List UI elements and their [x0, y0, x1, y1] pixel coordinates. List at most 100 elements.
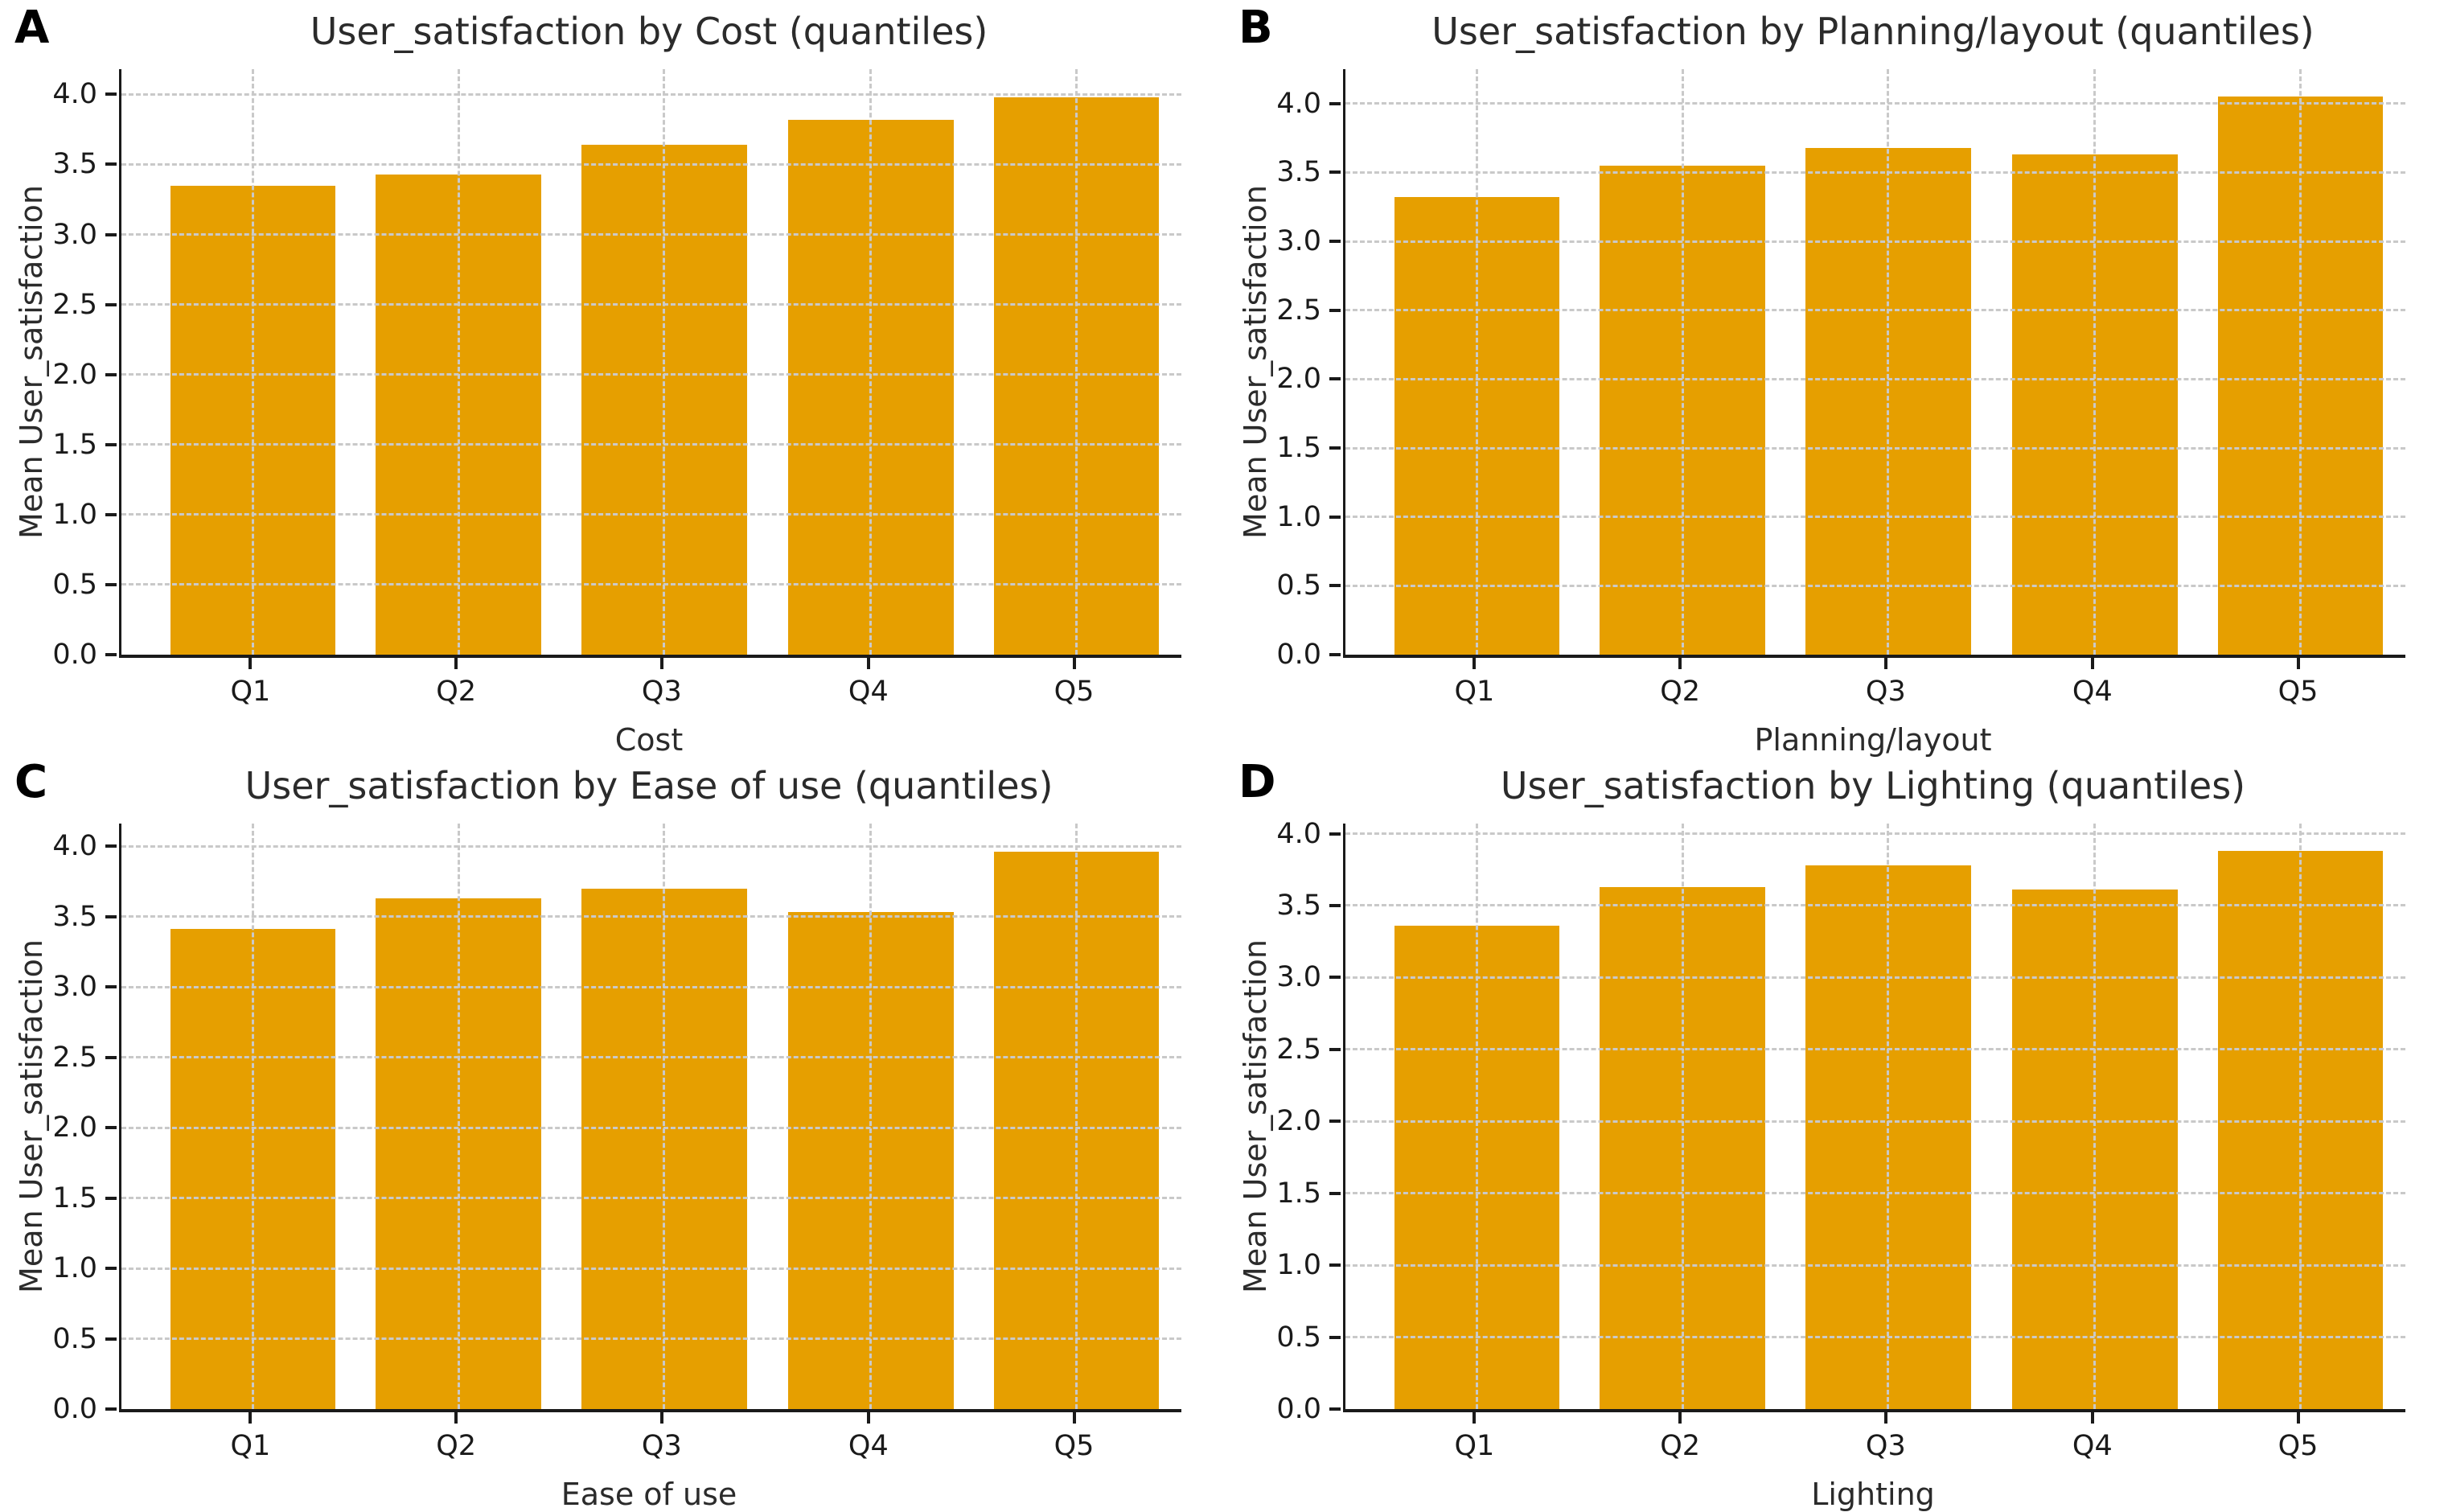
y-tick-label: 2.5 [52, 1041, 97, 1074]
y-tick-label: 0.0 [1276, 1393, 1321, 1425]
gridline-v-q4 [869, 824, 873, 1409]
y-tick-label: 1.5 [1276, 432, 1321, 465]
x-axis-label: Cost [614, 722, 684, 758]
gridline-v-q5 [2299, 824, 2302, 1409]
x-tick-label: Q1 [230, 1430, 271, 1462]
y-tick-mark [1329, 240, 1341, 244]
y-tick-mark [1329, 377, 1341, 381]
x-tick-mark [1678, 658, 1682, 669]
x-tick-mark [1472, 1412, 1477, 1424]
gridline-h-3.5 [1345, 171, 2405, 174]
y-tick-mark [105, 92, 117, 97]
y-tick-label: 2.5 [52, 288, 97, 321]
gridline-v-q2 [1681, 824, 1684, 1409]
y-tick-mark [1329, 832, 1341, 836]
y-tick-label: 0.0 [52, 639, 97, 671]
x-tick-mark [2090, 1412, 2094, 1424]
gridline-h-3.0 [121, 233, 1181, 236]
y-tick-label: 1.5 [52, 1181, 97, 1214]
y-tick-label: 0.0 [1276, 639, 1321, 671]
y-tick-label: 1.0 [52, 1252, 97, 1284]
gridline-h-2.5 [1345, 309, 2405, 312]
x-tick-label: Q4 [848, 1430, 889, 1462]
y-tick-mark [1329, 515, 1341, 519]
y-tick-label: 3.0 [1276, 961, 1321, 994]
y-tick-mark [105, 302, 117, 306]
gridline-h-2.0 [121, 1126, 1181, 1129]
gridline-h-1.5 [121, 1197, 1181, 1199]
y-tick-label: 2.0 [1276, 1105, 1321, 1138]
y-tick-label: 4.0 [52, 78, 97, 111]
y-tick-mark [1329, 308, 1341, 312]
x-tick-mark [1072, 658, 1076, 669]
y-tick-mark [105, 442, 117, 446]
panel-letter: B [1238, 2, 1273, 54]
y-tick-mark [105, 844, 117, 848]
x-tick-label: Q5 [1054, 676, 1095, 708]
x-axis-label: Planning/layout [1754, 722, 1992, 758]
y-tick-mark [1329, 903, 1341, 907]
x-tick-label: Q1 [230, 676, 271, 708]
panel-b: B User_satisfaction by Planning/layout (… [1224, 0, 2448, 758]
y-tick-mark [105, 1055, 117, 1059]
y-tick-mark [105, 372, 117, 376]
y-tick-label: 1.0 [52, 498, 97, 531]
gridline-h-1.5 [1345, 1192, 2405, 1195]
gridline-h-1.0 [121, 513, 1181, 516]
y-tick-label: 0.5 [1276, 1321, 1321, 1354]
x-tick-mark [866, 658, 870, 669]
y-tick-label: 2.0 [52, 358, 97, 391]
y-tick-label: 3.5 [1276, 156, 1321, 189]
x-tick-label: Q2 [436, 1430, 477, 1462]
y-tick-mark [105, 1267, 117, 1270]
gridline-v-q2 [1681, 69, 1684, 655]
plot-title: User_satisfaction by Ease of use (quanti… [244, 764, 1054, 807]
y-tick-mark [105, 582, 117, 586]
y-tick-mark [105, 914, 117, 918]
panel-letter: A [14, 2, 50, 54]
x-tick-label: Q3 [1865, 1430, 1906, 1462]
y-tick-mark [1329, 446, 1341, 450]
y-tick-mark [1329, 584, 1341, 588]
y-tick-label: 3.5 [52, 148, 97, 181]
y-tick-label: 3.0 [52, 971, 97, 1003]
y-tick-label: 4.0 [1276, 817, 1321, 850]
y-tick-label: 1.0 [1276, 1249, 1321, 1282]
x-tick-label: Q4 [2072, 676, 2113, 708]
y-tick-label: 0.0 [52, 1393, 97, 1425]
plot-title: User_satisfaction by Planning/layout (qu… [1431, 10, 2315, 53]
y-tick-label: 2.0 [1276, 363, 1321, 396]
x-tick-mark [866, 1412, 870, 1424]
y-tick-label: 0.5 [52, 1322, 97, 1355]
x-tick-label: Q4 [2072, 1430, 2113, 1462]
panel-c: C User_satisfaction by Ease of use (quan… [0, 754, 1224, 1512]
x-tick-mark [1883, 658, 1887, 669]
y-tick-mark [1329, 171, 1341, 175]
gridline-h-0.5 [1345, 1336, 2405, 1339]
gridline-h-1.5 [1345, 446, 2405, 450]
y-tick-label: 3.0 [1276, 225, 1321, 258]
gridline-h-3.5 [1345, 904, 2405, 907]
y-tick-mark [105, 162, 117, 166]
gridline-v-q3 [1887, 824, 1890, 1409]
x-tick-label: Q2 [1660, 1430, 1701, 1462]
y-tick-label: 2.0 [52, 1111, 97, 1144]
y-tick-label: 2.5 [1276, 1033, 1321, 1066]
x-tick-mark [659, 658, 663, 669]
x-tick-mark [2296, 1412, 2300, 1424]
y-tick-mark [105, 1337, 117, 1341]
x-tick-mark [248, 1412, 253, 1424]
x-tick-mark [454, 1412, 458, 1424]
gridline-h-3.0 [1345, 976, 2405, 979]
y-tick-label: 3.0 [52, 218, 97, 251]
y-tick-label: 0.5 [1276, 569, 1321, 602]
x-axis-label: Lighting [1811, 1477, 1935, 1512]
gridline-h-2.5 [121, 303, 1181, 306]
gridline-h-4.0 [121, 92, 1181, 96]
panel-d: D User_satisfaction by Lighting (quantil… [1224, 754, 2448, 1512]
gridline-h-1.5 [121, 443, 1181, 446]
y-tick-mark [105, 1196, 117, 1200]
gridline-v-q2 [457, 69, 460, 655]
x-tick-label: Q5 [1054, 1430, 1095, 1462]
